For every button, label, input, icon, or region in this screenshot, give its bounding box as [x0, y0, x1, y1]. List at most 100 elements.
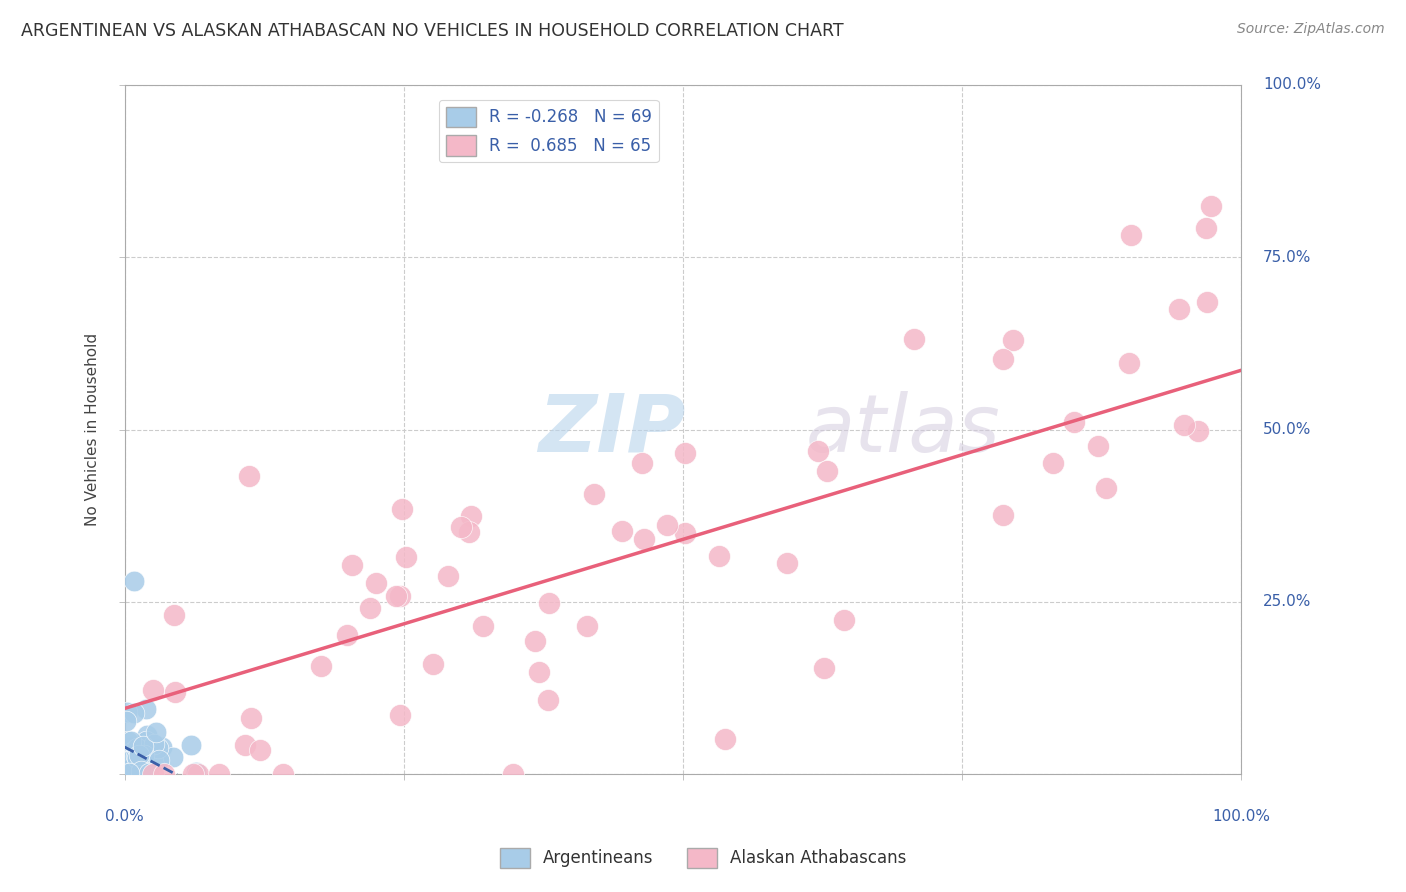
Point [115, 714, 138, 729]
Text: atlas: atlas [806, 391, 1000, 468]
Point [776, 556, 799, 570]
Point [125, 763, 148, 777]
Point [163, 607, 186, 622]
Point [238, 469, 260, 483]
Point [834, 613, 856, 627]
Point [991, 508, 1014, 522]
Point [233, 738, 256, 752]
Point [1168, 302, 1191, 317]
Point [309, 659, 332, 673]
Point [673, 446, 696, 460]
Point [458, 525, 481, 540]
Point [389, 707, 412, 722]
Point [714, 731, 737, 746]
Point [813, 661, 835, 675]
Point [145, 754, 167, 768]
Point [122, 706, 145, 721]
Point [127, 759, 149, 773]
Point [120, 734, 142, 748]
Point [122, 759, 145, 773]
Point [1199, 199, 1222, 213]
Point [131, 744, 153, 758]
Point [239, 711, 262, 725]
Point [124, 749, 146, 764]
Point [1087, 439, 1109, 453]
Text: 0.0%: 0.0% [105, 808, 143, 823]
Point [122, 749, 145, 764]
Point [115, 705, 138, 719]
Point [117, 734, 139, 748]
Point [129, 760, 152, 774]
Point [162, 750, 184, 764]
Point [163, 685, 186, 699]
Point [336, 628, 359, 642]
Point [124, 756, 146, 771]
Point [575, 618, 598, 632]
Point [129, 747, 152, 762]
Point [389, 589, 412, 603]
Point [134, 735, 156, 749]
Point [903, 332, 925, 346]
Point [142, 738, 165, 752]
Point [142, 682, 165, 697]
Point [135, 701, 157, 715]
Point [132, 739, 155, 754]
Point [249, 742, 271, 756]
Point [208, 767, 231, 781]
Point [118, 766, 141, 780]
Point [1042, 456, 1064, 470]
Point [395, 549, 418, 564]
Text: 25.0%: 25.0% [1263, 594, 1312, 609]
Point [150, 739, 173, 754]
Point [366, 576, 388, 591]
Point [135, 766, 157, 780]
Point [125, 746, 148, 760]
Text: 75.0%: 75.0% [1263, 250, 1312, 265]
Point [1187, 424, 1209, 438]
Point [132, 764, 155, 779]
Point [153, 767, 176, 781]
Point [1001, 333, 1024, 347]
Point [135, 734, 157, 748]
Point [187, 767, 209, 781]
Point [359, 601, 381, 615]
Point [385, 589, 408, 603]
Point [138, 766, 160, 780]
Point [1121, 228, 1143, 243]
Point [115, 764, 138, 778]
Point [127, 763, 149, 777]
Text: ZIP: ZIP [537, 391, 685, 468]
Point [610, 524, 633, 538]
Point [145, 725, 167, 739]
Text: 100.0%: 100.0% [1212, 808, 1270, 823]
Point [472, 619, 495, 633]
Point [118, 766, 141, 780]
Point [460, 508, 482, 523]
Point [120, 751, 142, 765]
Point [132, 747, 155, 762]
Point [129, 766, 152, 780]
Point [122, 766, 145, 780]
Point [132, 758, 155, 772]
Point [129, 746, 152, 760]
Point [120, 766, 142, 780]
Point [633, 532, 655, 546]
Point [142, 767, 165, 781]
Point [450, 520, 472, 534]
Point [673, 525, 696, 540]
Point [271, 767, 294, 781]
Point [815, 464, 838, 478]
Point [1173, 417, 1195, 432]
Point [120, 756, 142, 770]
Text: 100.0%: 100.0% [1263, 78, 1322, 93]
Point [127, 766, 149, 780]
Point [502, 767, 524, 781]
Point [136, 728, 159, 742]
Point [422, 657, 444, 671]
Point [118, 740, 141, 755]
Point [135, 748, 157, 763]
Legend: R = -0.268   N = 69, R =  0.685   N = 65: R = -0.268 N = 69, R = 0.685 N = 65 [439, 100, 658, 162]
Point [583, 487, 606, 501]
Point [524, 634, 547, 648]
Text: 50.0%: 50.0% [1263, 422, 1312, 437]
